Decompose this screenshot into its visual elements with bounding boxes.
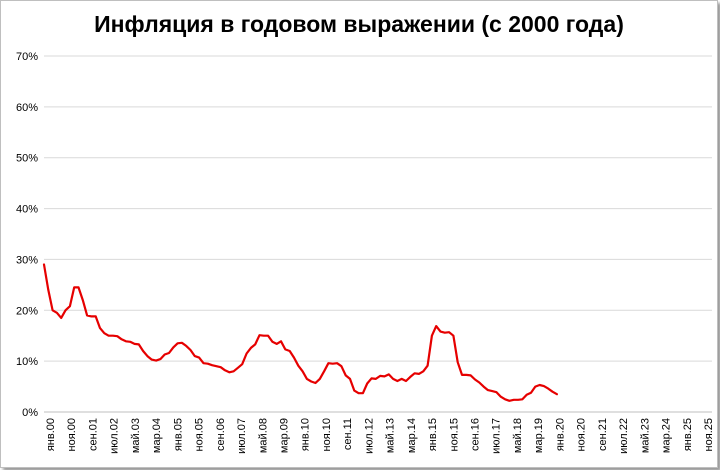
x-tick-label: мар.24: [661, 418, 673, 453]
y-tick-label: 20%: [16, 305, 38, 317]
x-tick-label: май.08: [257, 418, 269, 453]
x-tick-label: май.13: [385, 418, 397, 453]
y-tick-label: 30%: [16, 254, 38, 266]
y-tick-label: 50%: [16, 153, 38, 165]
x-tick-label: июл.07: [236, 418, 248, 454]
x-tick-label: янв.10: [300, 418, 312, 451]
y-tick-label: 10%: [16, 356, 38, 368]
y-tick-label: 60%: [16, 102, 38, 114]
x-tick-label: мар.14: [406, 418, 418, 453]
x-tick-label: мар.09: [278, 418, 290, 453]
y-tick-label: 40%: [16, 204, 38, 216]
x-tick-label: мар.04: [151, 418, 163, 453]
x-tick-label: янв.25: [682, 418, 694, 451]
x-tick-label: май.03: [130, 418, 142, 453]
x-tick-label: мар.19: [533, 418, 545, 453]
x-tick-label: ноя.25: [703, 418, 715, 451]
x-tick-label: сен.16: [470, 418, 482, 451]
x-tick-label: ноя.15: [448, 418, 460, 451]
x-tick-label: июл.17: [491, 418, 503, 454]
x-tick-label: ноя.05: [194, 418, 206, 451]
chart-title: Инфляция в годовом выражении (с 2000 год…: [94, 11, 624, 37]
x-tick-label: ноя.10: [321, 418, 333, 451]
x-tick-label: янв.20: [554, 418, 566, 451]
series-line: [42, 263, 559, 402]
x-tick-label: сен.11: [342, 418, 354, 450]
x-tick-label: июл.22: [618, 418, 630, 454]
y-tick-label: 70%: [16, 51, 38, 63]
x-tick-label: май.18: [512, 418, 524, 453]
x-tick-label: янв.15: [427, 418, 439, 451]
x-tick-label: ноя.20: [576, 418, 588, 451]
x-tick-label: сен.06: [215, 418, 227, 451]
x-tick-label: янв.05: [172, 418, 184, 451]
x-tick-label: сен.01: [87, 418, 99, 451]
y-tick-label: 0%: [22, 407, 38, 419]
x-tick-label: сен.21: [597, 418, 609, 451]
x-tick-label: ноя.00: [66, 418, 78, 451]
x-tick-label: июл.12: [363, 418, 375, 454]
x-tick-label: июл.02: [109, 418, 121, 454]
x-tick-label: янв.00: [45, 418, 57, 451]
x-tick-label: май.23: [639, 418, 651, 453]
